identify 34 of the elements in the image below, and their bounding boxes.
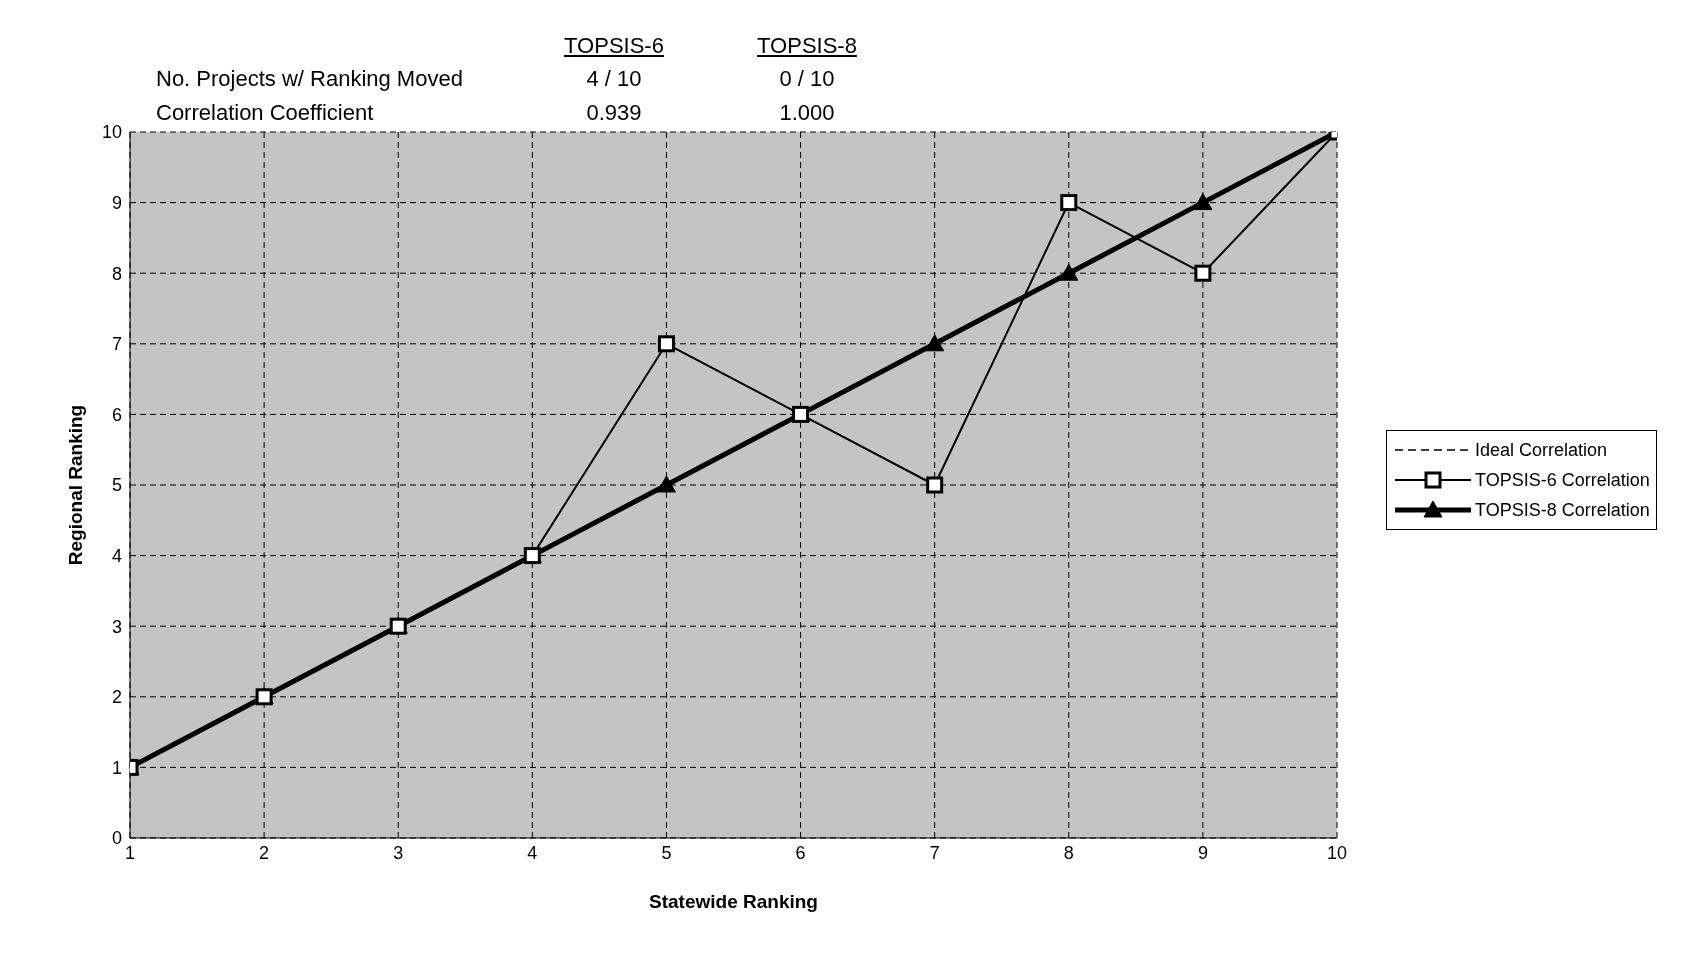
text: No. Projects w/ Ranking Moved (156, 66, 463, 92)
y-tick-label: 4 (111, 545, 122, 566)
x-tick-label: 1 (124, 842, 136, 863)
y-tick-label: 0 (111, 828, 122, 849)
text: 4 / 10 (585, 66, 643, 92)
y-tick-label: 7 (111, 334, 122, 355)
x-tick-label: 4 (527, 842, 538, 863)
text: Correlation Coefficient (156, 100, 374, 126)
text: 0.939 (585, 100, 643, 126)
text: TOPSIS-6 (563, 33, 665, 59)
y-tick-label: 10 (101, 122, 122, 143)
y-tick-label: 3 (111, 616, 122, 637)
text: 1.000 (778, 100, 836, 126)
y-tick-label: 8 (111, 263, 122, 284)
y-tick-label: 5 (111, 475, 122, 496)
y-axis-title: Regional Ranking (64, 404, 86, 566)
x-tick-label: 6 (795, 842, 806, 863)
y-tick-label: 1 (111, 757, 122, 778)
x-tick-label: 2 (259, 842, 270, 863)
x-tick-label: 9 (1197, 842, 1208, 863)
y-tick-label: 2 (111, 687, 122, 708)
legend-label: TOPSIS-6 Correlation (1475, 469, 1650, 491)
text: TOPSIS-8 (756, 33, 858, 59)
y-tick-label: 6 (111, 404, 122, 425)
legend-label: Ideal Correlation (1475, 439, 1608, 461)
x-axis-title: Statewide Ranking (649, 891, 818, 912)
x-tick-label: 7 (929, 842, 940, 863)
legend-label: TOPSIS-8 Correlation (1475, 499, 1650, 521)
x-tick-label: 3 (393, 842, 404, 863)
x-tick-label: 8 (1063, 842, 1074, 863)
text: 0 / 10 (778, 66, 836, 92)
y-tick-label: 9 (111, 192, 122, 213)
x-tick-label: 5 (661, 842, 672, 863)
x-tick-label: 10 (1326, 842, 1348, 863)
